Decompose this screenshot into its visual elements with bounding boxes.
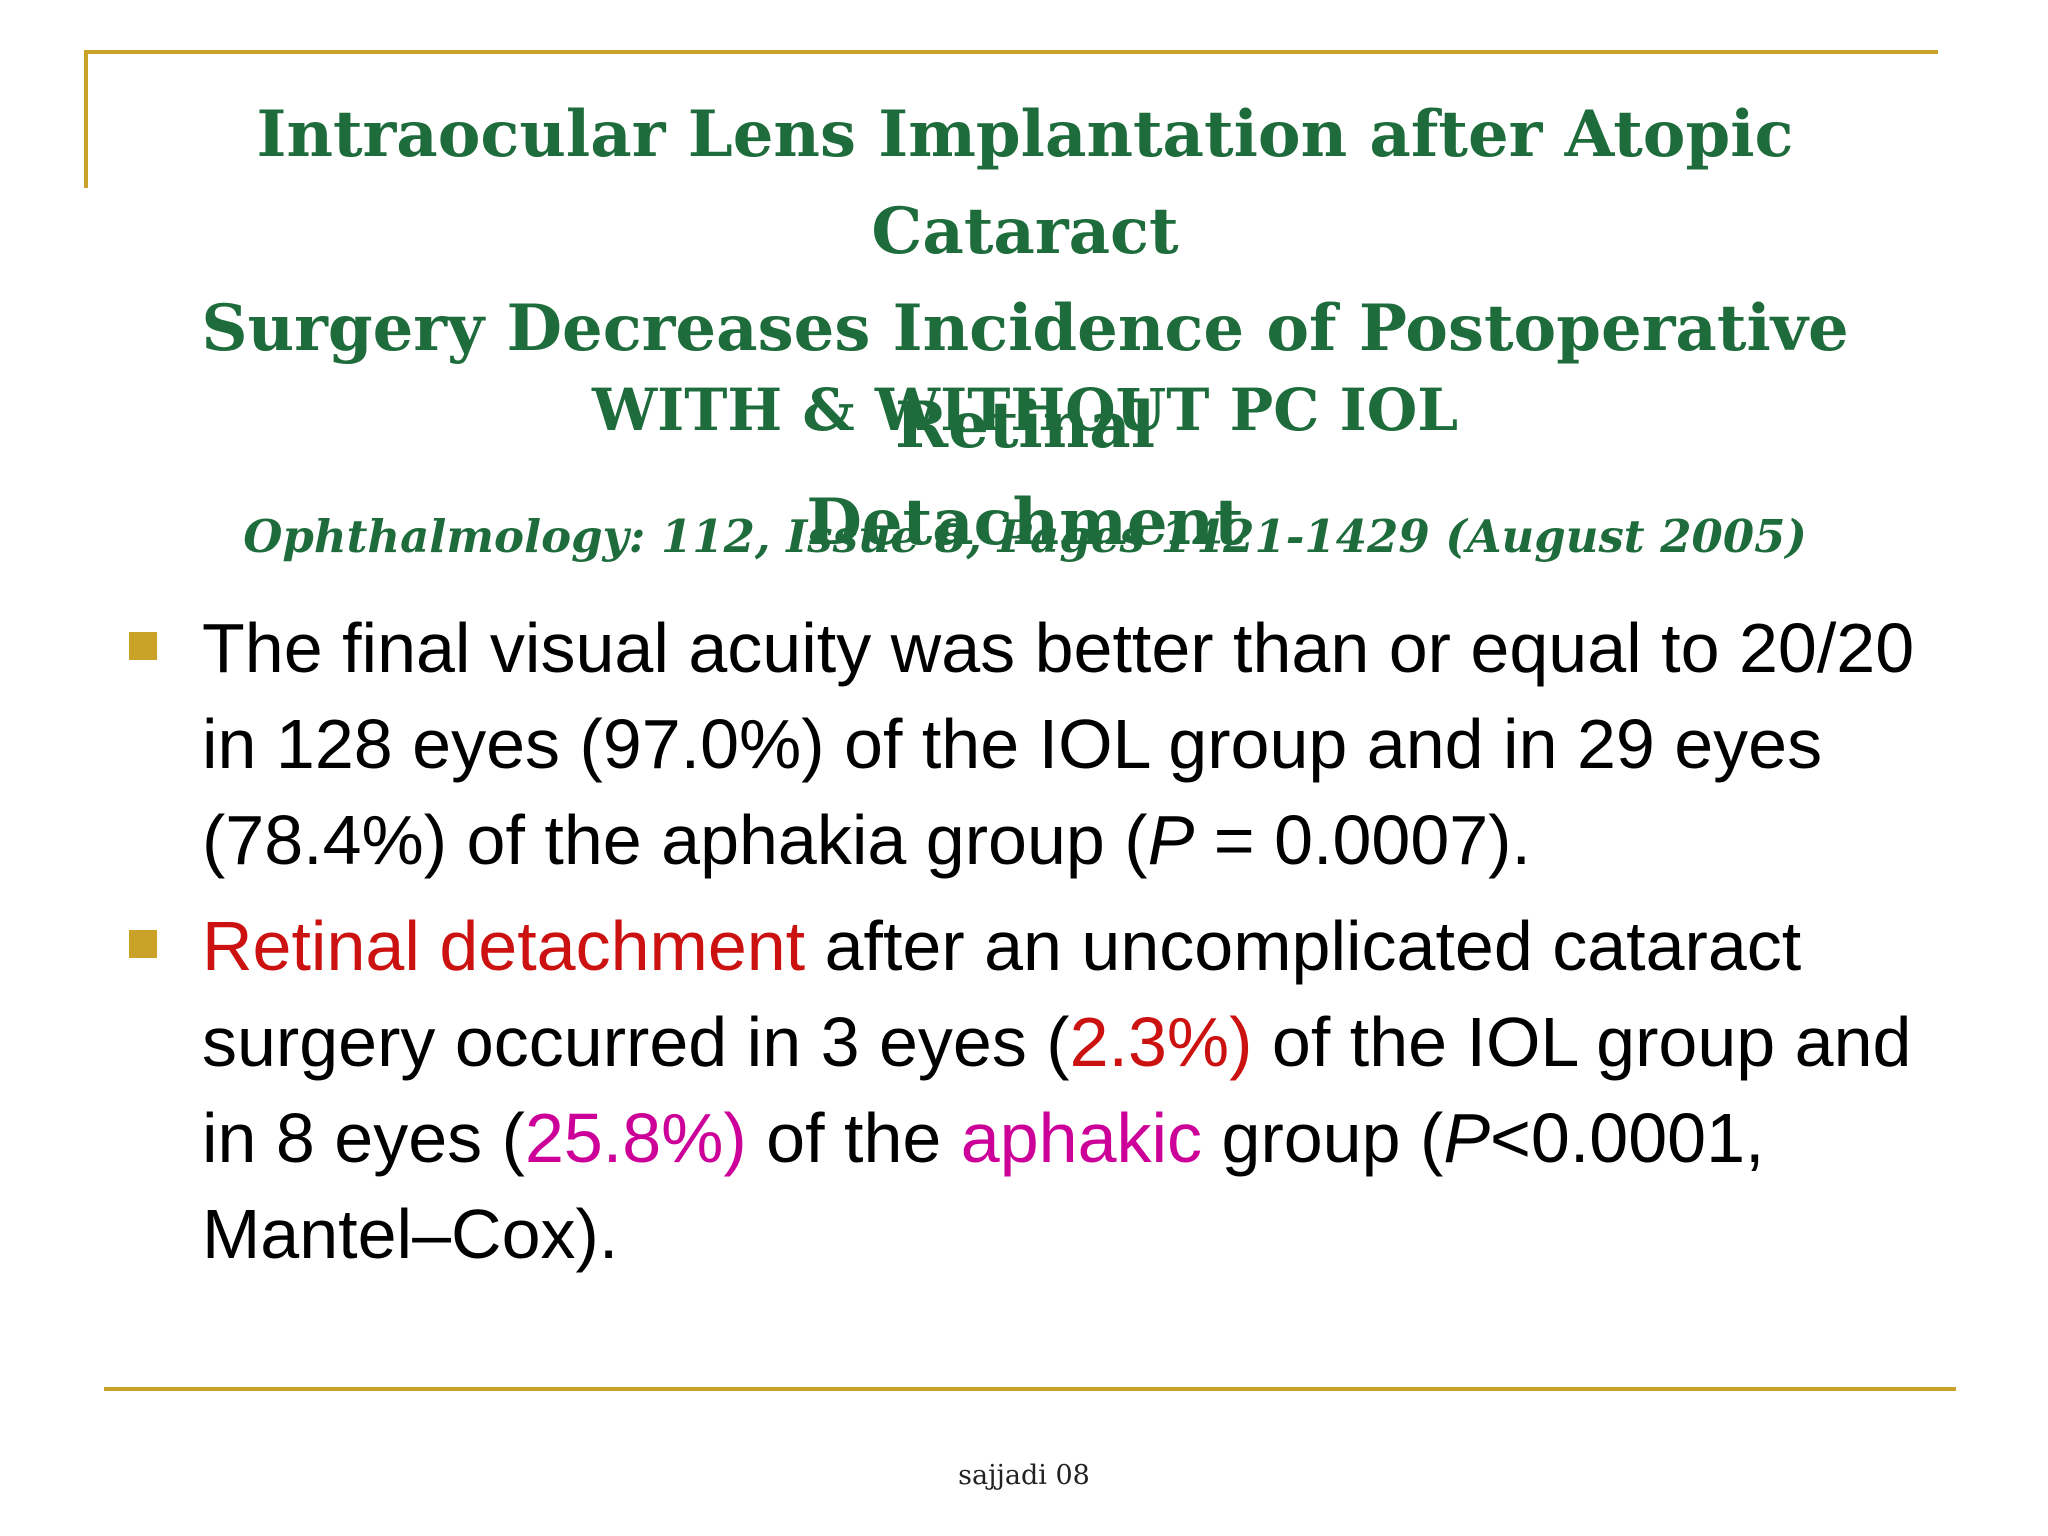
bullet-2-text-of-the: of the xyxy=(746,1099,961,1177)
square-bullet-icon xyxy=(129,632,157,660)
highlight-retinal-detachment: Retinal detachment xyxy=(202,907,806,985)
bottom-border-line xyxy=(104,1387,1956,1391)
square-bullet-icon xyxy=(129,930,157,958)
bullet-1-text-end: = 0.0007). xyxy=(1194,801,1531,879)
slide-footer: sajjadi 08 xyxy=(958,1460,1090,1491)
p-value-symbol: P xyxy=(1147,801,1195,879)
title-line-2: Surgery Decreases Incidence of Postopera… xyxy=(201,291,1849,463)
bullet-retinal-detachment: Retinal detachment after an uncomplicate… xyxy=(120,898,1950,1282)
aphakic-group-percentage: 25.8%) xyxy=(524,1099,747,1177)
bullet-2-text-end: <0.0001, Mantel–Cox). xyxy=(202,1099,1765,1273)
bullet-1-text: The final visual acuity was better than … xyxy=(202,609,1915,879)
bullet-2-text-group: group ( xyxy=(1202,1099,1444,1177)
bullet-2-text: after an uncomplicated cataract surgery … xyxy=(202,907,1802,1081)
slide-subtitle: WITH & WITHOUT PC IOL xyxy=(591,376,1459,444)
p-value-symbol: P xyxy=(1443,1099,1491,1177)
top-border-line xyxy=(84,50,1938,54)
title-line-3: Detachment xyxy=(806,485,1244,560)
iol-group-percentage: 2.3%) xyxy=(1069,1003,1253,1081)
title-line-1: Intraocular Lens Implantation after Atop… xyxy=(256,97,1794,269)
bullet-list: The final visual acuity was better than … xyxy=(120,600,1950,1292)
slide-title: Intraocular Lens Implantation after Atop… xyxy=(100,86,1950,571)
bullet-visual-acuity: The final visual acuity was better than … xyxy=(120,600,1950,888)
journal-citation: Ophthalmology: 112, Issue 8, Pages 1421-… xyxy=(243,510,1807,563)
left-border-line xyxy=(84,50,88,188)
highlight-aphakic: aphakic xyxy=(960,1099,1203,1177)
bullet-2-text-middle: of the IOL group and in 8 eyes ( xyxy=(202,1003,1912,1177)
